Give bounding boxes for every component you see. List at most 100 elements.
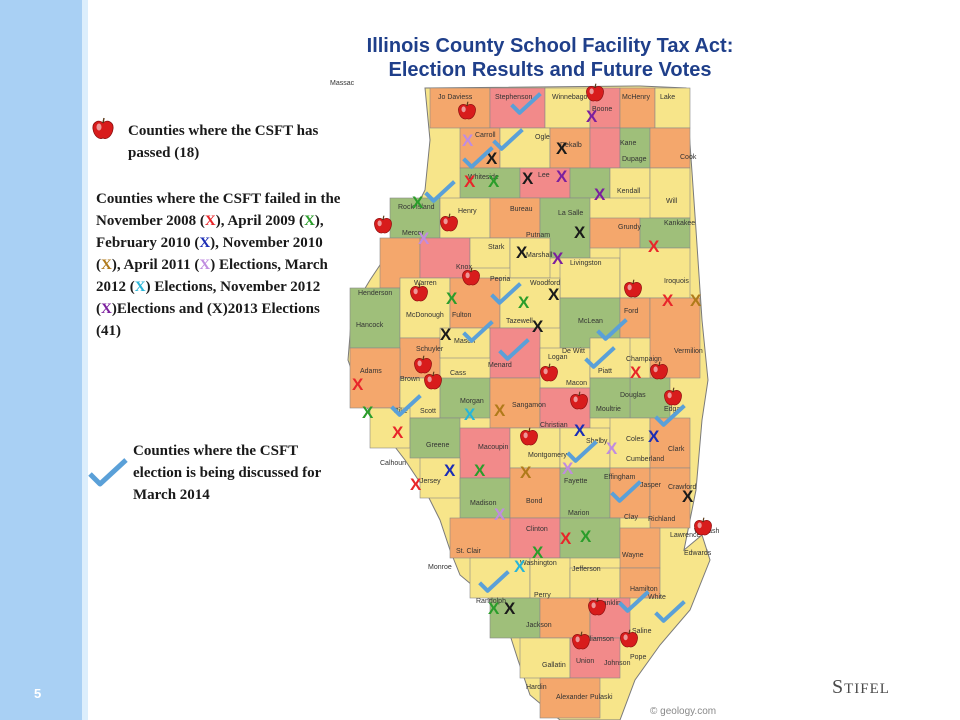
legend-failed-mark-5: X bbox=[134, 279, 146, 295]
apple-marker bbox=[456, 100, 478, 120]
apple-marker bbox=[422, 370, 444, 390]
county-label: Dekalb bbox=[560, 142, 582, 149]
failed-x-marker: X bbox=[464, 172, 476, 191]
county-label: Scott bbox=[420, 408, 436, 415]
title-line-2: Election Results and Future Votes bbox=[388, 59, 712, 81]
county-label: Madison bbox=[470, 500, 497, 507]
failed-x-marker: X bbox=[552, 249, 564, 268]
county-label: Cook bbox=[680, 154, 697, 161]
county-label: Jasper bbox=[640, 482, 662, 489]
failed-x-marker: X bbox=[462, 131, 474, 150]
county-label: Union bbox=[576, 658, 595, 665]
county-label: Grundy bbox=[618, 224, 641, 231]
failed-x-marker: X bbox=[446, 289, 458, 308]
county-label: Henderson bbox=[358, 290, 393, 297]
county-label: La Salle bbox=[558, 210, 584, 217]
legend-failed-text: Counties where the CSFT failed in the No… bbox=[96, 188, 346, 342]
check-marker bbox=[490, 282, 522, 306]
check-marker bbox=[610, 480, 642, 504]
apple-marker bbox=[408, 282, 430, 302]
failed-x-marker: X bbox=[682, 487, 694, 506]
county-label: Boone bbox=[592, 106, 613, 113]
county-label: Williamson bbox=[580, 636, 614, 643]
county-label: Marion bbox=[568, 510, 590, 517]
county-label: Kane bbox=[620, 140, 637, 147]
county-label: Kendall bbox=[617, 188, 641, 195]
county-label: Warren bbox=[414, 280, 437, 287]
failed-x-marker: X bbox=[548, 285, 560, 304]
check-marker bbox=[584, 346, 616, 370]
county-label: Coles bbox=[626, 436, 644, 443]
county-label: White bbox=[648, 594, 666, 601]
failed-x-marker: X bbox=[648, 427, 660, 446]
failed-x-marker: X bbox=[474, 461, 486, 480]
county-label: Hardin bbox=[526, 684, 547, 691]
county-label: Logan bbox=[548, 354, 568, 361]
county-label: Whiteside bbox=[468, 174, 499, 181]
legend-failed-suffix-7: )2013 Elections (41) bbox=[96, 301, 320, 339]
apple-marker bbox=[584, 82, 606, 102]
failed-x-marker: X bbox=[494, 505, 506, 524]
county-label: Winnebago bbox=[552, 94, 588, 101]
county-label: Menard bbox=[488, 362, 512, 369]
county-label: Pulaski bbox=[590, 694, 613, 701]
failed-x-marker: X bbox=[662, 291, 674, 310]
check-marker bbox=[462, 320, 494, 344]
county-label: Cass bbox=[450, 370, 466, 377]
check-marker bbox=[566, 440, 598, 464]
apple-marker bbox=[438, 212, 460, 232]
county-label: Hamilton bbox=[630, 586, 658, 593]
county-label: Lake bbox=[660, 94, 676, 101]
failed-x-marker: X bbox=[504, 599, 516, 618]
legend-failed-mark-7: X bbox=[211, 301, 223, 317]
county-label: Effingham bbox=[604, 474, 636, 481]
county-label: Morgan bbox=[460, 398, 484, 405]
failed-x-marker: X bbox=[594, 185, 606, 204]
failed-x-marker: X bbox=[418, 229, 430, 248]
county-label: Richland bbox=[648, 516, 676, 523]
legend-failed-suffix-6: )Elections and ( bbox=[111, 301, 212, 317]
county-label: Edwards bbox=[684, 550, 712, 557]
county-label: Pope bbox=[630, 654, 647, 661]
apple-marker bbox=[662, 386, 684, 406]
check-marker bbox=[462, 146, 494, 170]
county-label: Johnson bbox=[604, 660, 631, 667]
county-label: Montgomery bbox=[528, 452, 567, 459]
legend-passed-text: Counties where the CSFT has passed (18) bbox=[128, 123, 319, 161]
failed-x-marker: X bbox=[574, 223, 586, 242]
county-label: Cumberland bbox=[626, 456, 665, 463]
county-label: McLean bbox=[578, 318, 603, 325]
failed-x-marker: X bbox=[444, 461, 456, 480]
apple-marker bbox=[372, 214, 394, 234]
county-label: Gallatin bbox=[542, 662, 566, 669]
failed-x-marker: X bbox=[516, 243, 528, 262]
county-label: De Witt bbox=[562, 348, 585, 355]
failed-x-marker: X bbox=[630, 363, 642, 382]
county-label: Putnam bbox=[526, 232, 551, 239]
check-marker bbox=[492, 128, 524, 152]
county-label: Jackson bbox=[526, 622, 552, 629]
legend-failed-suffix-0: ), April 2009 ( bbox=[215, 213, 305, 229]
legend-check-icon bbox=[88, 458, 128, 487]
failed-x-marker: X bbox=[606, 439, 618, 458]
stifel-logo: STIFEL bbox=[832, 676, 890, 698]
county-label: Kankakee bbox=[664, 220, 696, 227]
check-marker bbox=[654, 404, 686, 428]
county-label: Shelby bbox=[586, 438, 608, 445]
failed-x-marker: X bbox=[440, 325, 452, 344]
left-accent-strip-edge bbox=[82, 0, 88, 720]
apple-marker bbox=[412, 354, 434, 374]
apple-marker bbox=[538, 362, 560, 382]
county-label: Fulton bbox=[452, 312, 472, 319]
legend-failed-mark-0: X bbox=[204, 213, 216, 229]
county-label: Perry bbox=[534, 592, 551, 599]
county-label: Clay bbox=[624, 514, 639, 521]
failed-x-marker: X bbox=[518, 293, 530, 312]
failed-x-marker: X bbox=[464, 405, 476, 424]
apple-marker bbox=[618, 628, 640, 648]
county-label: Iroquois bbox=[664, 278, 689, 285]
county-label: Randolph bbox=[476, 598, 506, 605]
failed-x-marker: X bbox=[690, 291, 702, 310]
illinois-county-map: Jo Daviess Stephenson Winnebago Boone McHenr… bbox=[330, 80, 720, 720]
county-label: Bond bbox=[526, 498, 543, 505]
